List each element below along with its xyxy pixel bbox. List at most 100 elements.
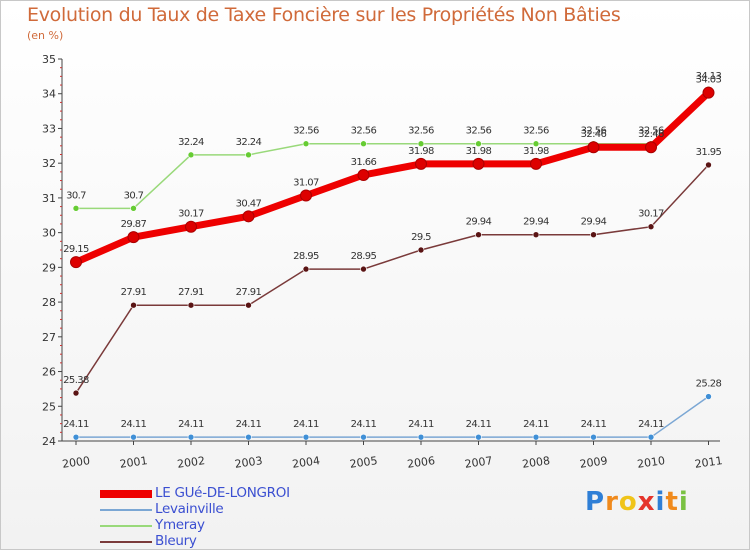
x-tick-label: 2007 (464, 454, 494, 471)
data-label: 32.56 (638, 126, 664, 137)
x-tick-label: 2000 (61, 454, 91, 471)
y-tick-label: 27 (42, 331, 56, 344)
data-label: 31.07 (293, 177, 319, 188)
data-point (475, 433, 482, 441)
y-tick-label: 30 (42, 227, 56, 240)
data-label: 30.7 (66, 190, 86, 201)
data-label: 24.11 (236, 419, 262, 430)
data-point (130, 433, 137, 441)
data-label: 25.38 (63, 375, 89, 386)
chart-unit-label: (en %) (27, 29, 64, 42)
data-point (72, 205, 80, 212)
data-point (302, 433, 310, 441)
data-point (532, 231, 540, 239)
data-point (705, 161, 712, 169)
y-tick-label: 32 (42, 157, 56, 170)
data-point (645, 141, 657, 154)
y-tick-label: 28 (42, 296, 56, 309)
data-point (302, 140, 310, 148)
legend-swatch (100, 509, 152, 511)
data-point (300, 189, 312, 202)
legend-label: Bleury (155, 533, 197, 549)
data-point (587, 141, 600, 154)
data-point (302, 265, 310, 273)
data-point (130, 205, 137, 212)
data-point (532, 140, 540, 148)
logo-letter: P (585, 487, 606, 517)
data-point (360, 140, 367, 148)
logo-letter: i (655, 487, 666, 517)
x-tick-label: 2011 (694, 454, 724, 471)
series-lines (70, 85, 715, 441)
y-tick-label: 31 (42, 192, 56, 205)
data-point (187, 433, 195, 441)
data-point (590, 433, 597, 441)
legend-swatch (100, 525, 152, 527)
data-label: 29.15 (63, 244, 89, 255)
series-3 (72, 161, 712, 397)
data-label: 34.13 (696, 71, 722, 82)
data-label: 29.94 (581, 217, 607, 228)
data-label: 30.17 (178, 209, 204, 220)
series-line (75, 164, 710, 394)
data-label: 29.94 (523, 217, 549, 228)
data-label: 32.56 (581, 126, 607, 137)
data-point (647, 433, 655, 441)
data-label: 24.11 (121, 419, 147, 430)
data-point (415, 157, 427, 170)
y-tick-label: 24 (42, 435, 56, 448)
data-point (590, 231, 597, 239)
data-label: 32.56 (408, 126, 434, 137)
y-tick-label: 26 (42, 366, 56, 379)
series-1 (72, 393, 712, 441)
data-point (187, 151, 195, 159)
x-tick-label: 2006 (406, 454, 436, 471)
data-label: 31.98 (466, 146, 492, 157)
x-tick-label: 2009 (579, 454, 609, 471)
data-label: 27.91 (236, 287, 262, 298)
chart-title: Evolution du Taux de Taxe Foncière sur l… (27, 4, 621, 26)
y-tick-label: 34 (42, 88, 56, 101)
data-label: 29.5 (411, 232, 431, 243)
y-tick-label: 35 (42, 53, 56, 66)
data-label: 32.46 (638, 129, 664, 140)
legend-label: Ymeray (155, 517, 205, 533)
data-label: 24.11 (466, 419, 492, 430)
data-point (245, 433, 252, 441)
x-tick-label: 2004 (291, 454, 321, 471)
data-label: 29.94 (466, 217, 492, 228)
data-labels: 24.11 24.11 24.11 24.11 24.11 24.11 24.11 24.11… (63, 71, 722, 430)
data-point (472, 157, 485, 170)
proxiti-logo: Proxiti (585, 487, 689, 517)
y-tick-label: 29 (42, 261, 56, 274)
data-point (360, 433, 367, 441)
x-tick-label: 2008 (521, 454, 551, 471)
data-point (702, 86, 715, 99)
data-label: 32.56 (466, 126, 492, 137)
logo-letter: t (665, 487, 679, 517)
series-line (75, 395, 710, 438)
data-label: 29.87 (121, 219, 147, 230)
y-tick-label: 25 (42, 400, 56, 413)
legend-swatch (100, 490, 152, 498)
data-label: 24.11 (178, 419, 204, 430)
data-point (185, 220, 197, 233)
data-point (360, 265, 367, 273)
data-point (72, 433, 80, 441)
data-label: 31.95 (696, 147, 722, 158)
data-point (245, 301, 252, 309)
data-label: 24.11 (351, 419, 377, 430)
axes: 24 25 26 27 28 29 30 31 32 33 34 35 2000 2001 2002 2003… (42, 53, 723, 471)
data-label: 25.28 (696, 379, 722, 390)
data-label: 34.03 (696, 75, 722, 86)
data-point (532, 433, 540, 441)
data-point (72, 389, 80, 397)
data-point (245, 151, 252, 159)
data-point (647, 223, 655, 231)
data-point (705, 393, 712, 400)
data-point (417, 140, 425, 148)
x-tick-label: 2003 (234, 454, 264, 471)
data-label: 24.11 (293, 419, 319, 430)
data-label: 24.11 (581, 419, 607, 430)
